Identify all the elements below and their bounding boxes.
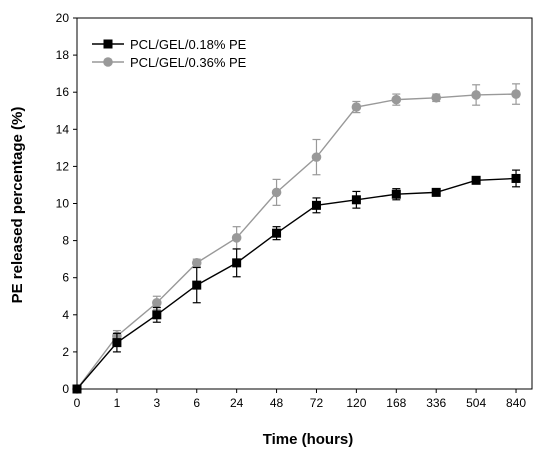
y-tick-label: 8	[62, 234, 69, 248]
data-point	[431, 187, 441, 197]
x-tick-label: 1	[114, 396, 121, 410]
legend-entry-1: PCL/GEL/0.18% PE	[92, 37, 247, 52]
data-point	[231, 233, 242, 243]
x-tick-label: 6	[193, 396, 200, 410]
series-line	[76, 93, 517, 390]
x-tick-label: 48	[270, 396, 284, 410]
x-tick-label: 504	[466, 396, 486, 410]
data-point	[271, 187, 282, 198]
data-point	[351, 102, 362, 112]
y-tick-label: 14	[56, 122, 70, 136]
data-point	[311, 200, 321, 210]
legend-marker	[103, 39, 113, 49]
series-line	[76, 177, 517, 390]
y-tick-label: 20	[56, 11, 70, 25]
x-tick-label: 120	[346, 396, 366, 410]
data-point	[391, 94, 402, 105]
x-axis-title: Time (hours)	[263, 431, 354, 448]
data-point	[191, 258, 202, 268]
legend: PCL/GEL/0.18% PE PCL/GEL/0.36% PE	[92, 37, 247, 70]
data-point	[232, 258, 242, 268]
x-tick-label: 24	[230, 396, 244, 410]
x-tick-label: 168	[386, 396, 406, 410]
y-tick-label: 12	[56, 159, 70, 173]
y-tick-label: 4	[62, 308, 69, 322]
data-point	[391, 189, 401, 199]
data-point	[511, 89, 521, 99]
y-tick-label: 2	[62, 345, 69, 359]
legend-marker	[103, 57, 113, 67]
data-point	[511, 173, 521, 183]
data-point	[152, 297, 162, 308]
x-tick-label: 0	[74, 396, 81, 410]
data-point	[152, 310, 162, 320]
y-tick-label: 10	[56, 197, 70, 211]
y-tick-label: 0	[62, 382, 69, 396]
series-2	[72, 83, 521, 394]
x-tick-label: 840	[506, 396, 526, 410]
x-tick-label: 72	[310, 396, 324, 410]
y-tick-label: 18	[56, 48, 70, 62]
data-point	[272, 228, 282, 238]
data-point	[351, 195, 361, 205]
series-1	[72, 169, 521, 394]
data-point	[112, 338, 122, 348]
legend-entry-2: PCL/GEL/0.36% PE	[92, 55, 247, 70]
data-point	[471, 175, 481, 185]
y-tick-label: 16	[56, 85, 70, 99]
y-axis-title: PE released percentage (%)	[9, 107, 26, 304]
data-point	[192, 280, 202, 290]
data-point	[311, 152, 322, 162]
data-point	[471, 90, 481, 100]
plot-area	[72, 83, 521, 394]
plot-frame	[76, 17, 533, 390]
x-tick-label: 336	[426, 396, 446, 410]
legend-label: PCL/GEL/0.36% PE	[130, 55, 247, 70]
x-tick-label: 3	[153, 396, 160, 410]
data-point	[431, 92, 442, 103]
legend-label: PCL/GEL/0.18% PE	[130, 37, 247, 52]
y-tick-label: 6	[62, 271, 69, 285]
